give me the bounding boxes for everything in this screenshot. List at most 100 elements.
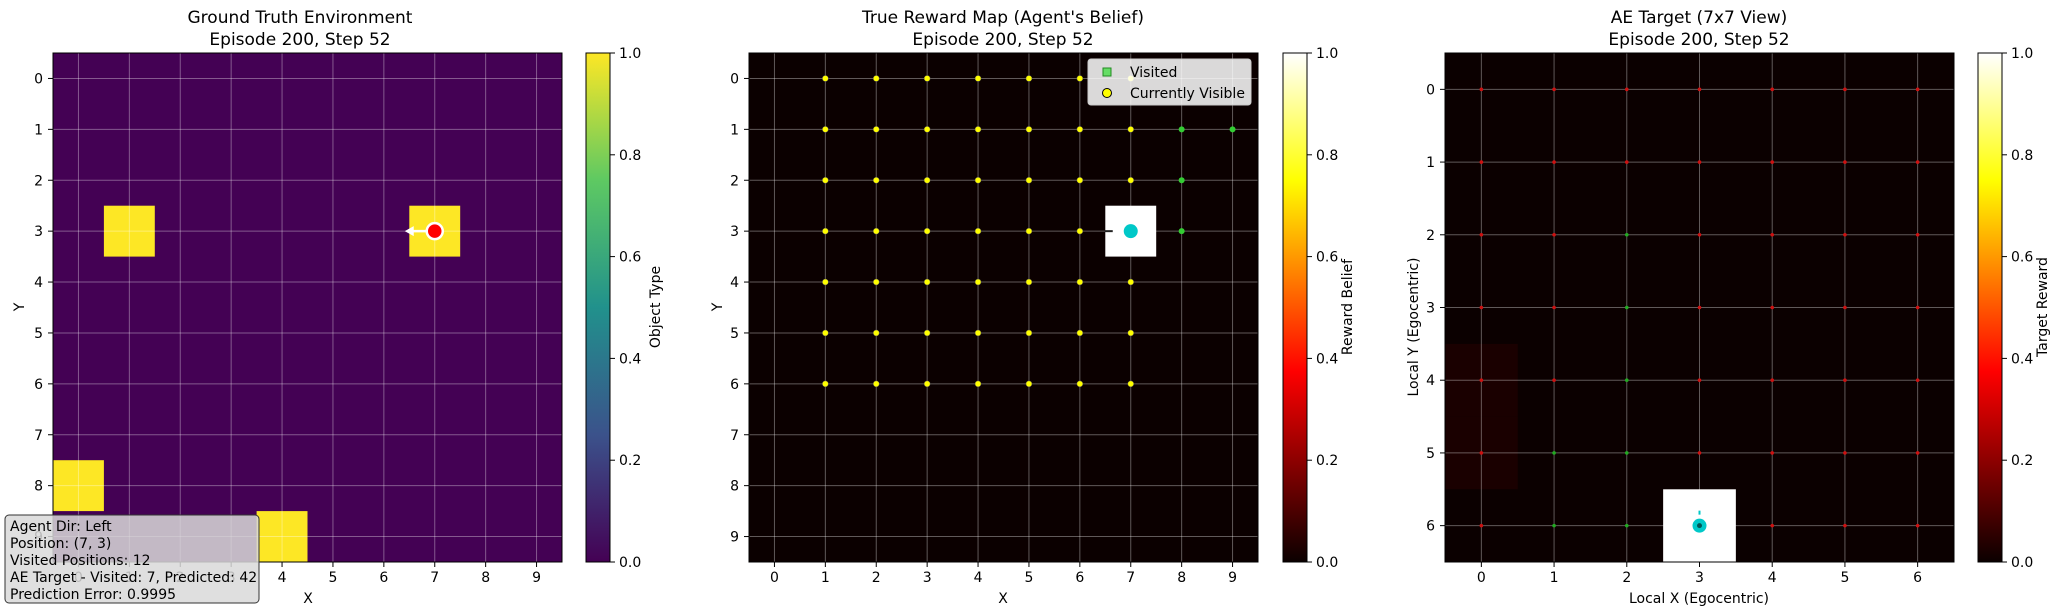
visible-dot xyxy=(923,126,931,133)
visible-dot xyxy=(873,227,880,235)
x-tick-label-5: 5 xyxy=(1024,570,1033,586)
object-cell xyxy=(53,460,104,512)
legend-box xyxy=(1087,58,1252,106)
y-tick-label-3: 3 xyxy=(730,224,739,240)
panel-3-title: AE Target (7x7 View) xyxy=(1611,8,1787,28)
panel-3-y-ticks: 0 1 2 3 4 5 6 xyxy=(1426,82,1445,535)
panel-2-colorbar-ticks: 0.0 0.2 0.4 0.6 0.8 1.0 xyxy=(1307,46,1338,571)
view-cell-marker xyxy=(1770,523,1775,528)
panel-2-colorbar-gradient xyxy=(1282,52,1308,563)
view-cell-marker xyxy=(1552,160,1556,164)
visible-dot xyxy=(1127,380,1134,388)
info-box-background xyxy=(4,514,260,604)
visible-dot xyxy=(873,380,880,388)
x-tick-label-4: 4 xyxy=(1768,570,1777,586)
visible-dot xyxy=(1025,278,1033,286)
x-tick-label-3: 3 xyxy=(923,570,932,586)
colorbar-tick-label: 0.6 xyxy=(1316,250,1338,266)
visible-dot xyxy=(923,177,931,184)
y-tick-label-1: 1 xyxy=(1426,155,1435,171)
y-tick-label-6: 6 xyxy=(730,377,739,393)
x-tick-label-9: 9 xyxy=(532,570,541,586)
info-line-position: Position: (7, 3) xyxy=(10,536,111,552)
panel-1-x-label: X xyxy=(303,591,313,607)
view-cell-marker xyxy=(1479,523,1484,528)
x-tick-label-8: 8 xyxy=(481,570,490,586)
visited-dot xyxy=(1178,177,1185,184)
panel-3-colorbar-label: Target Reward xyxy=(2035,257,2051,358)
visible-dot xyxy=(873,329,880,337)
object-cell xyxy=(256,511,308,562)
y-tick-label-9: 9 xyxy=(730,530,739,546)
y-tick-label-6: 6 xyxy=(1426,519,1435,535)
info-line-prediction-error: Prediction Error: 0.9995 xyxy=(10,587,176,603)
visited-dot xyxy=(1178,126,1185,133)
colorbar-tick-label: 0.4 xyxy=(1316,351,1338,367)
y-tick-label-2: 2 xyxy=(1426,228,1435,244)
panel-ae-target: AE Target (7x7 View) Episode 200, Step 5… xyxy=(1406,8,2051,607)
panel-reward-map: True Reward Map (Agent's Belief) Episode… xyxy=(710,8,1356,607)
colorbar-tick-label: 0.0 xyxy=(1316,555,1338,571)
agent-marker xyxy=(1123,224,1138,239)
visible-dot xyxy=(873,126,880,133)
visible-dot xyxy=(974,380,982,388)
visible-dot xyxy=(822,380,829,388)
visible-dot xyxy=(974,329,982,337)
view-cell-marker xyxy=(1770,160,1775,164)
x-tick-label-7: 7 xyxy=(430,570,439,586)
view-cell-marker xyxy=(1915,232,1920,237)
visible-dot xyxy=(1025,380,1033,388)
visible-dot xyxy=(822,329,829,337)
visible-dot xyxy=(1127,177,1134,184)
x-tick-label-3: 3 xyxy=(1695,570,1704,586)
visible-dot xyxy=(822,278,829,286)
panel-1-colorbar: 0.0 0.2 0.4 0.6 0.8 1.0 Object Type xyxy=(585,46,664,571)
visible-dot xyxy=(1025,126,1033,133)
reward-background xyxy=(749,53,1258,562)
x-tick-label-4: 4 xyxy=(974,570,983,586)
visible-dot xyxy=(1076,177,1084,184)
panel-2-y-label: Y xyxy=(710,302,726,312)
colorbar-tick-label: 0.8 xyxy=(2011,148,2033,164)
visible-dot xyxy=(822,126,829,133)
visible-dot xyxy=(1127,278,1134,286)
visible-dot xyxy=(1076,75,1084,82)
panel-3-colorbar-gradient xyxy=(1977,52,2003,563)
panel-1-title: Ground Truth Environment xyxy=(188,8,413,28)
visible-dot xyxy=(1025,329,1033,337)
panel-3-y-label: Local Y (Egocentric) xyxy=(1406,258,1422,397)
x-tick-label-1: 1 xyxy=(1550,570,1559,586)
legend-visible-label: Currently Visible xyxy=(1130,86,1245,102)
y-tick-label-0: 0 xyxy=(34,71,43,87)
y-tick-label-0: 0 xyxy=(730,71,739,87)
y-tick-label-2: 2 xyxy=(730,173,739,189)
y-tick-label-3: 3 xyxy=(1426,301,1435,317)
visible-dot xyxy=(974,177,982,184)
info-line-ae-target: AE Target - Visited: 7, Predicted: 42 xyxy=(10,570,257,586)
visible-dot xyxy=(1076,227,1084,235)
view-cell-marker xyxy=(1697,305,1702,310)
view-cell-marker xyxy=(1624,87,1629,92)
view-cell-marker xyxy=(1770,378,1775,383)
view-cell-marker xyxy=(1770,232,1775,237)
legend-visited-marker xyxy=(1102,67,1112,77)
x-tick-label-5: 5 xyxy=(1840,570,1849,586)
view-cell-marker xyxy=(1697,451,1702,455)
visible-dot xyxy=(1076,126,1084,133)
visible-dot xyxy=(1025,75,1033,82)
view-cell-marker xyxy=(1479,305,1484,310)
visible-dot xyxy=(923,329,931,337)
x-tick-label-0: 0 xyxy=(770,570,779,586)
visible-dot xyxy=(1076,380,1084,388)
panel-2-y-ticks: 0 1 2 3 4 5 6 7 8 9 xyxy=(730,71,749,546)
colorbar-tick-label: 0.4 xyxy=(619,351,641,367)
view-cell-marker xyxy=(1697,232,1702,237)
view-cell-marker xyxy=(1624,378,1629,383)
agent-marker xyxy=(425,221,444,241)
visible-dot xyxy=(822,227,829,235)
colorbar-tick-label: 0.6 xyxy=(2011,250,2033,266)
visible-dot xyxy=(822,75,829,82)
panel-2-plot-area xyxy=(748,52,1259,563)
object-cell xyxy=(103,205,155,257)
plot-frame xyxy=(52,52,563,563)
